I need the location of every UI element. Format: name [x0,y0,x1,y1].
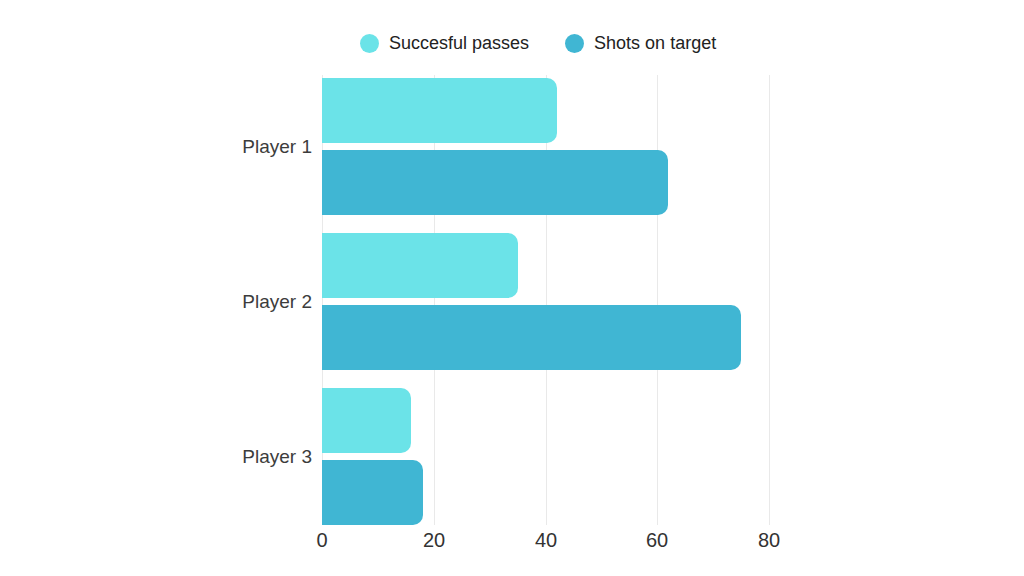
x-tick-label-40: 40 [535,529,557,552]
x-tick-label-80: 80 [758,529,780,552]
bar-shots-on-target-player-3 [322,460,423,525]
legend-dot-icon [360,34,379,53]
gridline-60 [657,75,658,525]
y-axis-label-player-1: Player 1 [242,136,312,158]
bar-shots-on-target-player-2 [322,305,741,370]
x-tick-label-0: 0 [316,529,327,552]
bar-succesful-passes-player-3 [322,388,411,453]
bar-succesful-passes-player-1 [322,78,557,143]
y-axis-label-player-2: Player 2 [242,291,312,313]
legend-dot-icon [565,34,584,53]
x-tick-label-20: 20 [423,529,445,552]
legend-item-succesful-passes: Succesful passes [360,33,529,54]
legend-label: Succesful passes [389,33,529,54]
y-axis-label-player-3: Player 3 [242,446,312,468]
legend-item-shots-on-target: Shots on target [565,33,716,54]
chart-legend: Succesful passes Shots on target [360,33,716,54]
legend-label: Shots on target [594,33,716,54]
chart-canvas: Succesful passes Shots on target Player … [0,0,1024,576]
bar-shots-on-target-player-1 [322,150,668,215]
gridline-80 [769,75,770,525]
bar-succesful-passes-player-2 [322,233,518,298]
x-tick-label-60: 60 [646,529,668,552]
